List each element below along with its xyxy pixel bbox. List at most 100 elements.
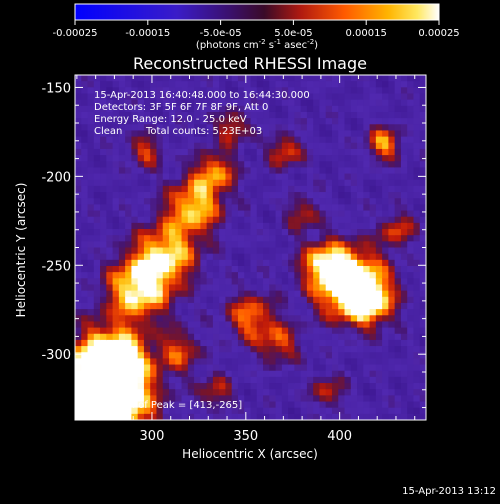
heatmap-cell bbox=[357, 395, 364, 403]
heatmap-cell bbox=[275, 192, 283, 199]
heatmap-cell bbox=[187, 105, 195, 113]
heatmap-cell bbox=[382, 111, 389, 119]
heatmap-cell bbox=[288, 265, 295, 273]
heatmap-cell bbox=[131, 229, 139, 236]
heatmap-cell bbox=[263, 278, 270, 285]
heatmap-cell bbox=[357, 118, 364, 125]
heatmap-cell bbox=[143, 192, 151, 199]
heatmap-cell bbox=[162, 302, 170, 310]
heatmap-cell bbox=[169, 229, 176, 236]
heatmap-cell bbox=[106, 204, 114, 212]
heatmap-cell bbox=[219, 185, 226, 193]
heatmap-cell bbox=[87, 81, 95, 88]
heatmap-cell bbox=[288, 253, 295, 261]
heatmap-cell bbox=[181, 124, 189, 131]
heatmap-cell bbox=[131, 327, 139, 335]
heatmap-cell bbox=[338, 284, 346, 292]
heatmap-cell bbox=[118, 290, 126, 298]
heatmap-cell bbox=[256, 130, 264, 138]
heatmap-cell bbox=[263, 167, 270, 175]
heatmap-cell bbox=[169, 142, 176, 150]
heatmap-cell bbox=[175, 315, 183, 322]
heatmap-cell bbox=[281, 413, 289, 420]
heatmap-cell bbox=[269, 148, 277, 156]
heatmap-cell bbox=[263, 395, 270, 403]
heatmap-cell bbox=[313, 247, 320, 255]
heatmap-cell bbox=[375, 241, 383, 248]
heatmap-cell bbox=[225, 241, 233, 248]
heatmap-cell bbox=[331, 130, 339, 138]
heatmap-cell bbox=[150, 370, 157, 378]
heatmap-cell bbox=[350, 198, 358, 205]
heatmap-cell bbox=[93, 284, 101, 292]
heatmap-cell bbox=[244, 118, 251, 125]
heatmap-cell bbox=[300, 407, 308, 415]
heatmap-cell bbox=[118, 118, 126, 125]
heatmap-cell bbox=[125, 327, 132, 335]
heatmap-cell bbox=[212, 216, 220, 224]
heatmap-cell bbox=[212, 161, 220, 168]
heatmap-cell bbox=[118, 185, 126, 193]
heatmap-cell bbox=[382, 81, 389, 88]
heatmap-cell bbox=[256, 216, 264, 224]
heatmap-cell bbox=[175, 346, 183, 353]
heatmap-cell bbox=[143, 241, 151, 248]
heatmap-cell bbox=[357, 142, 364, 150]
heatmap-cell bbox=[81, 413, 89, 420]
heatmap-cell bbox=[118, 247, 126, 255]
heatmap-cell bbox=[275, 383, 283, 390]
heatmap-cell bbox=[250, 395, 258, 403]
heatmap-cell bbox=[106, 222, 114, 230]
heatmap-cell bbox=[275, 339, 283, 347]
heatmap-cell bbox=[382, 327, 389, 335]
heatmap-cell bbox=[219, 210, 226, 218]
heatmap-cell bbox=[100, 370, 107, 378]
heatmap-cell bbox=[237, 130, 245, 138]
heatmap-cell bbox=[319, 272, 327, 279]
heatmap-cell bbox=[294, 130, 302, 138]
heatmap-cell bbox=[212, 222, 220, 230]
heatmap-cell bbox=[306, 321, 314, 329]
heatmap-cell bbox=[357, 302, 364, 310]
heatmap-cell bbox=[93, 302, 101, 310]
heatmap-cell bbox=[263, 75, 270, 82]
heatmap-cell bbox=[413, 265, 421, 273]
heatmap-cell bbox=[306, 99, 314, 107]
heatmap-cell bbox=[87, 241, 95, 248]
heatmap-cell bbox=[400, 333, 408, 341]
heatmap-cell bbox=[281, 185, 289, 193]
heatmap-cell bbox=[256, 161, 264, 168]
heatmap-cell bbox=[81, 278, 89, 285]
heatmap-cell bbox=[313, 284, 320, 292]
heatmap-cell bbox=[281, 167, 289, 175]
heatmap-cell bbox=[206, 253, 214, 261]
heatmap-cell bbox=[231, 376, 239, 384]
heatmap-cell bbox=[363, 136, 371, 144]
heatmap-cell bbox=[325, 167, 333, 175]
heatmap-cell bbox=[118, 210, 126, 218]
heatmap-cell bbox=[407, 395, 414, 403]
heatmap-cell bbox=[382, 413, 389, 420]
heatmap-cell bbox=[162, 192, 170, 199]
heatmap-cell bbox=[325, 296, 333, 304]
heatmap-cell bbox=[169, 309, 176, 316]
heatmap-cell bbox=[250, 173, 258, 181]
heatmap-cell bbox=[143, 235, 151, 242]
heatmap-cell bbox=[300, 173, 308, 181]
heatmap-cell bbox=[382, 235, 389, 242]
heatmap-cell bbox=[419, 161, 426, 168]
heatmap-cell bbox=[375, 327, 383, 335]
heatmap-cell bbox=[125, 278, 132, 285]
heatmap-cell bbox=[363, 413, 371, 420]
heatmap-cell bbox=[338, 296, 346, 304]
heatmap-cell bbox=[181, 99, 189, 107]
heatmap-cell bbox=[200, 321, 208, 329]
heatmap-cell bbox=[275, 413, 283, 420]
heatmap-cell bbox=[181, 161, 189, 168]
heatmap-cell bbox=[169, 383, 176, 390]
heatmap-cell bbox=[250, 111, 258, 119]
heatmap-cell bbox=[331, 105, 339, 113]
heatmap-cell bbox=[344, 185, 352, 193]
heatmap-cell bbox=[131, 296, 139, 304]
heatmap-cell bbox=[156, 278, 164, 285]
